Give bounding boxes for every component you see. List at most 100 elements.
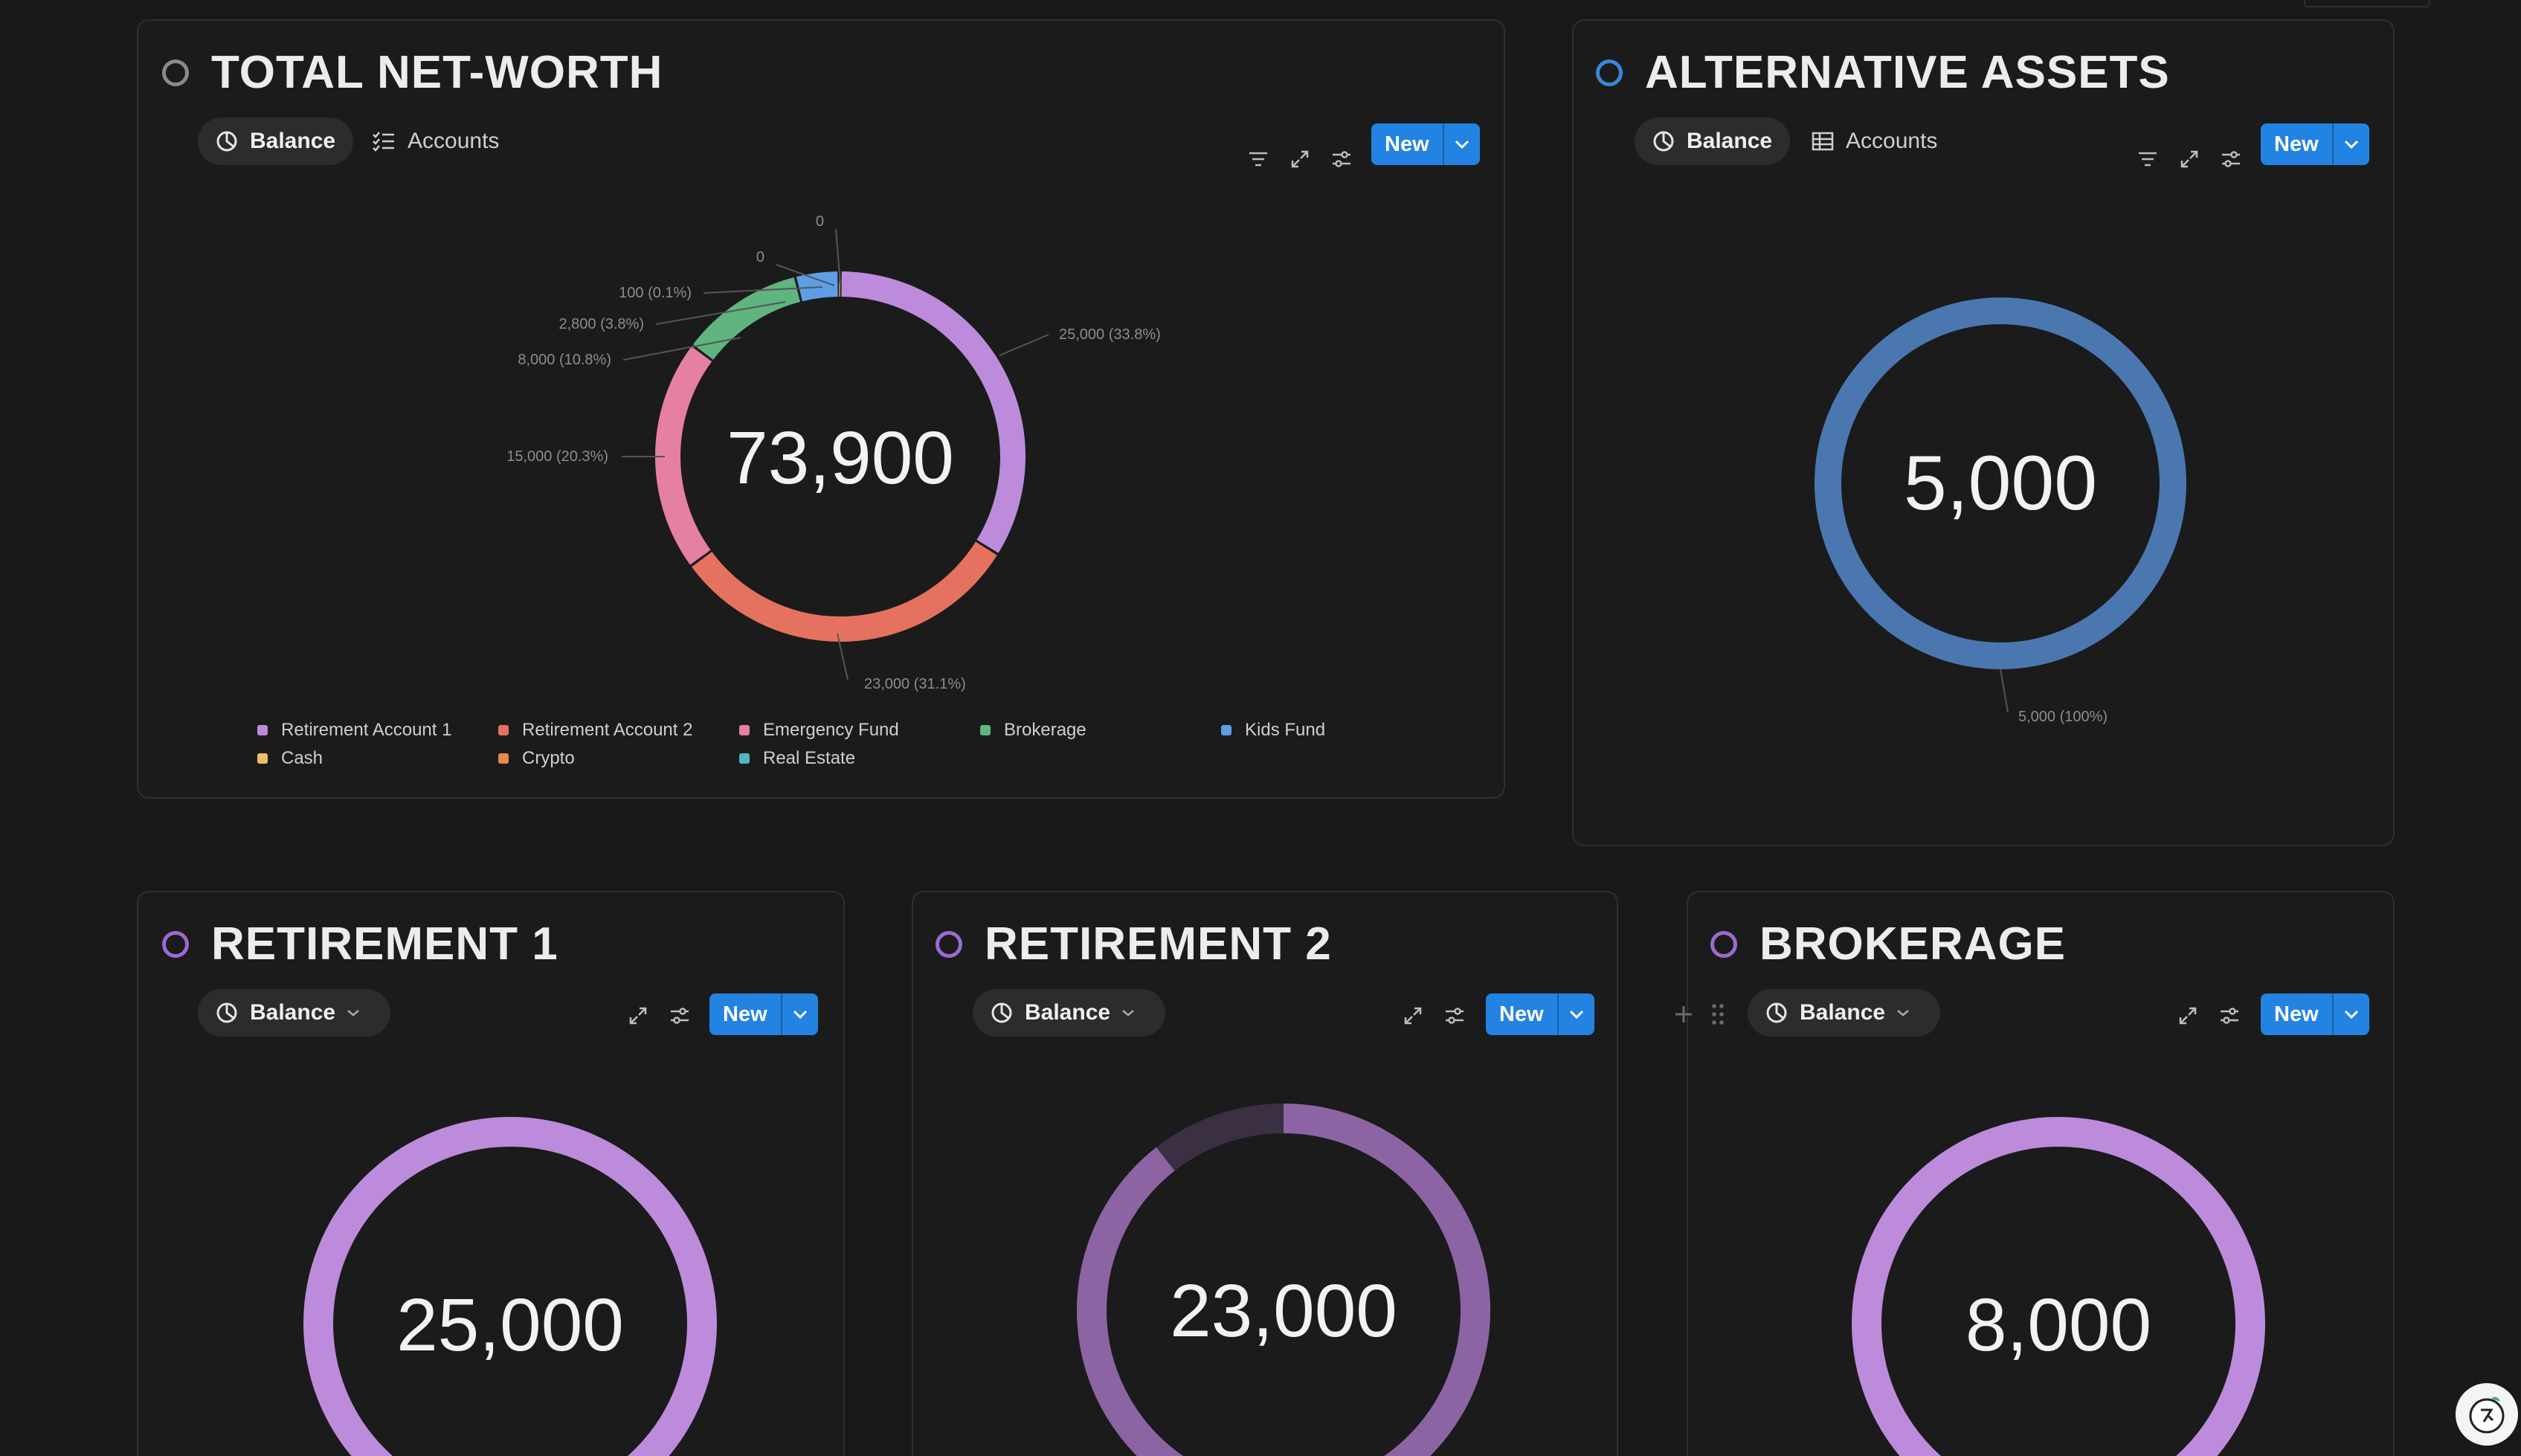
status-ring-icon[interactable] xyxy=(162,930,189,958)
legend-label: Cash xyxy=(281,748,323,768)
filter-icon[interactable] xyxy=(1243,144,1273,174)
donut-ring xyxy=(1852,1117,2265,1456)
table-icon xyxy=(1812,132,1834,151)
legend-item[interactable]: Crypto xyxy=(498,748,575,769)
legend-item[interactable]: Retirement Account 2 xyxy=(498,720,692,741)
balance-view-selector[interactable]: Balance xyxy=(1748,989,1941,1037)
tab-label: Accounts xyxy=(1846,129,1938,153)
status-ring-icon[interactable] xyxy=(162,59,189,86)
new-dropdown-button[interactable] xyxy=(780,993,818,1035)
callout-line xyxy=(2000,669,2009,713)
tab-label: Accounts xyxy=(408,129,500,153)
tab-balance[interactable]: Balance xyxy=(198,117,354,165)
legend-swatch xyxy=(739,725,750,735)
tab-accounts[interactable]: Accounts xyxy=(1794,117,1955,165)
donut-segment[interactable] xyxy=(692,277,801,360)
callout-label: 0 xyxy=(816,213,824,230)
expand-icon[interactable] xyxy=(1285,144,1315,174)
card-title: ALTERNATIVE ASSETS xyxy=(1596,46,2170,99)
donut-center-value: 73,900 xyxy=(727,416,954,500)
chevron-down-icon xyxy=(1455,140,1469,149)
card-title: RETIREMENT 1 xyxy=(162,918,558,970)
legend-item[interactable]: Kids Fund xyxy=(1221,720,1325,741)
top-edge-control[interactable] xyxy=(2304,0,2430,7)
status-ring-icon[interactable] xyxy=(936,930,962,958)
donut-segment[interactable] xyxy=(692,541,997,642)
drag-handle-icon[interactable] xyxy=(1710,1002,1725,1030)
retirement-2-card: RETIREMENT 2 Balance New 23,000 xyxy=(912,891,1618,1456)
legend-label: Crypto xyxy=(522,748,575,768)
legend-swatch xyxy=(498,725,509,735)
expand-icon[interactable] xyxy=(623,1001,653,1031)
expand-icon[interactable] xyxy=(1398,1001,1428,1031)
alternative-assets-card: ALTERNATIVE ASSETS Balance Accounts New xyxy=(1572,19,2395,846)
pie-icon xyxy=(991,1002,1012,1023)
callout-line xyxy=(655,301,786,325)
retirement-2-donut-chart: 23,000 xyxy=(1077,1104,1490,1456)
new-button-group: New xyxy=(1371,123,1480,165)
card-title-text: ALTERNATIVE ASSETS xyxy=(1645,47,2170,98)
balance-view-selector[interactable]: Balance xyxy=(973,989,1166,1037)
tab-label: Balance xyxy=(1687,129,1773,153)
brokerage-card: BROKERAGE Balance New 8,000 xyxy=(1687,891,2395,1456)
card-title: BROKERAGE xyxy=(1710,918,2066,970)
balance-view-selector[interactable]: Balance xyxy=(198,989,391,1037)
callout-label: 0 xyxy=(756,249,764,265)
legend-item[interactable]: Real Estate xyxy=(739,748,855,769)
alt-donut-chart: 5,000 (100%) 5,000 xyxy=(1815,297,2186,725)
donut-center-value: 23,000 xyxy=(1170,1269,1397,1353)
callout-line xyxy=(999,334,1049,356)
retirement-1-card: RETIREMENT 1 Balance New 25,000 xyxy=(137,891,845,1456)
pie-icon xyxy=(216,1002,237,1023)
callout-line xyxy=(776,264,835,286)
card-title-text: TOTAL NET-WORTH xyxy=(211,47,663,98)
new-button-group: New xyxy=(709,993,818,1035)
new-button[interactable]: New xyxy=(709,993,781,1035)
legend-item[interactable]: Brokerage xyxy=(980,720,1086,741)
new-dropdown-button[interactable] xyxy=(2331,993,2369,1035)
donut-segment[interactable] xyxy=(655,346,712,565)
expand-icon[interactable] xyxy=(2174,144,2204,174)
assistant-face-icon xyxy=(2469,1397,2505,1434)
legend-item[interactable]: Cash xyxy=(257,748,323,769)
status-ring-icon[interactable] xyxy=(1596,59,1623,86)
chevron-down-icon xyxy=(2344,140,2358,149)
settings-sliders-icon[interactable] xyxy=(1440,1001,1469,1031)
card-title: TOTAL NET-WORTH xyxy=(162,46,663,99)
settings-sliders-icon[interactable] xyxy=(2216,144,2246,174)
ai-assistant-button[interactable] xyxy=(2456,1383,2518,1446)
settings-sliders-icon[interactable] xyxy=(665,1001,695,1031)
add-block-icon[interactable] xyxy=(1673,1004,1694,1028)
filter-icon[interactable] xyxy=(2133,144,2163,174)
legend-swatch xyxy=(739,753,750,764)
legend-item[interactable]: Retirement Account 1 xyxy=(257,720,451,741)
legend-item[interactable]: Emergency Fund xyxy=(739,720,899,741)
new-dropdown-button[interactable] xyxy=(1442,123,1480,165)
tab-label: Balance xyxy=(250,1000,336,1025)
legend-swatch xyxy=(1221,725,1231,735)
settings-sliders-icon[interactable] xyxy=(1327,144,1356,174)
chevron-down-icon xyxy=(1897,1010,1909,1017)
settings-sliders-icon[interactable] xyxy=(2215,1001,2244,1031)
expand-icon[interactable] xyxy=(2173,1001,2203,1031)
tab-label: Balance xyxy=(1800,1000,1886,1025)
donut-center-value: 25,000 xyxy=(396,1283,624,1367)
new-button[interactable]: New xyxy=(1486,993,1557,1035)
total-donut-chart: 25,000 (33.8%) 23,000 (31.1%) 15,000 (20.3… xyxy=(506,213,1161,692)
new-button[interactable]: New xyxy=(2261,123,2332,165)
new-button[interactable]: New xyxy=(1371,123,1443,165)
legend-label: Brokerage xyxy=(1004,720,1086,740)
new-dropdown-button[interactable] xyxy=(2331,123,2369,165)
donut-ring xyxy=(303,1117,717,1456)
callout-label: 25,000 (33.8%) xyxy=(1059,326,1161,343)
donut-segment[interactable] xyxy=(841,271,1026,553)
status-ring-icon[interactable] xyxy=(1710,930,1737,958)
donut-center-value: 5,000 xyxy=(1904,440,2097,526)
tab-balance[interactable]: Balance xyxy=(1635,117,1791,165)
legend-swatch xyxy=(257,725,268,735)
new-button[interactable]: New xyxy=(2261,993,2332,1035)
tab-accounts[interactable]: Accounts xyxy=(354,117,517,165)
new-dropdown-button[interactable] xyxy=(1556,993,1594,1035)
tab-label: Balance xyxy=(1025,1000,1111,1025)
legend-label: Retirement Account 2 xyxy=(522,720,693,740)
